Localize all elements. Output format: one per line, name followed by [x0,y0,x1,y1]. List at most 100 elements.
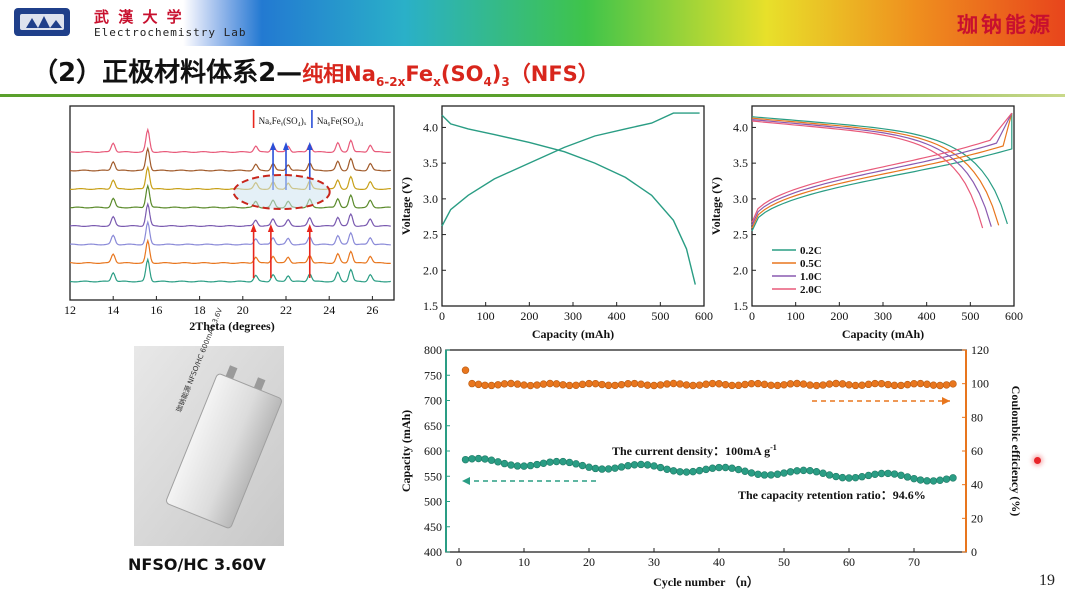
university-logo-icon [14,8,70,36]
cyc-capacity-point [637,460,645,469]
lab-name: Electrochemistry Lab [94,26,247,39]
cyc-efficiency-point [676,380,684,388]
cd1-x-tick-label: 300 [564,309,582,323]
cyc-efficiency-point [533,381,541,389]
cyc-right-tick-label: 120 [971,343,989,357]
cyc-capacity-point [864,471,873,480]
slide-title: （2）正极材料体系2—纯相Na6-2xFex(SO4)3（NFS） [32,52,599,89]
cyc-left-tick-label: 700 [424,394,442,408]
cd2-y-tick-label: 2.5 [733,228,748,242]
cyc-efficiency-point [916,379,925,388]
cd2-discharge-curve [751,116,1008,225]
xrd-legend-red-label: NaₓFeᵧ(SO₄)ₓ [259,116,307,127]
cd2-discharge-curve [751,119,992,227]
cyc-efficiency-point [702,380,710,388]
cyc-x-tick-label: 20 [583,555,595,569]
cyc-capacity-point [507,461,515,469]
cyc-right-tick-label: 40 [971,478,983,492]
cycling-chart: 0 10 20 30 40 50 60 704004505005506006507007508… [399,343,1021,589]
cd2-charge-curve [751,112,1013,223]
xrd-red-arrowhead [306,224,313,232]
cyc-efficiency-point [546,379,554,388]
rate-profile-chart: 0 100 200 300 400 500 600 1.5 2.0 2.5 3.0 3.5 4.0 Cap… [709,105,1023,341]
cyc-capacity-point [949,474,957,482]
cd1-x-tick-label: 400 [608,309,626,323]
cyc-capacity-point [747,469,756,477]
cyc-efficiency-point [760,380,769,389]
cyc-efficiency-point [890,381,899,390]
cyc-capacity-point [474,454,483,463]
cyc-efficiency-point [949,380,957,388]
cyc-efficiency-point [897,381,905,390]
xrd-x-tick-label: 16 [150,303,162,317]
xrd-trace [69,238,391,264]
cyc-capacity-point [923,477,931,485]
cyc-capacity-point [552,457,561,466]
cyc-efficiency-point [903,380,912,389]
cyc-efficiency-point [767,381,775,389]
cd2-y-tick-label: 3.0 [733,192,748,206]
cyc-capacity-point [799,466,808,475]
cyc-efficiency-point [825,380,834,388]
cyc-efficiency-point [812,381,821,390]
cyc-capacity-point [591,464,600,473]
cyc-efficiency-point [578,380,587,389]
xrd-trace [70,165,391,191]
cyc-capacity-point [682,468,691,476]
cyc-efficiency-point [474,380,483,389]
brand-name: 珈钠能源 [957,12,1053,37]
cyc-efficiency-point [604,381,613,390]
cyc-capacity-point [559,457,567,466]
xrd-trace [69,146,391,172]
cyc-efficiency-point [851,381,860,390]
cyc-capacity-point [533,460,541,469]
cd1-x-axis-label: Capacity (mAh) [532,327,614,341]
cyc-capacity-point [546,458,554,466]
cyc-left-tick-label: 750 [424,368,442,382]
cyc-capacity-point [617,463,626,471]
xrd-plot-frame [69,105,395,301]
cyc-left-tick-label: 450 [424,520,442,534]
cyc-efficiency-point [513,380,522,388]
cyc-efficiency-point [936,381,944,390]
cd2-y-tick-label: 1.5 [733,299,748,313]
cyc-efficiency-point [591,379,600,388]
cyc-efficiency-point [520,381,528,389]
cyc-capacity-point [513,462,522,470]
xrd-blue-arrowhead [306,142,313,150]
cd2-x-tick-label: 0 [749,309,755,323]
cyc-efficiency-point [871,379,879,388]
cyc-capacity-point [500,459,509,468]
cyc-left-axis-label: Capacity (mAh) [399,410,413,492]
cyc-efficiency-point [793,379,801,388]
cd2-legend-label: 1.0C [800,271,822,283]
cd1-charge-curve [441,112,700,227]
cyc-capacity-point [890,470,899,478]
cyc-efficiency-point [884,380,892,389]
xrd-blue-arrowhead [283,142,289,150]
cyc-capacity-point [806,466,814,475]
cyc-efficiency-point [637,380,645,388]
xrd-trace [69,201,391,228]
cd1-y-axis-label: Voltage (V) [399,177,413,235]
cyc-capacity-point [572,460,580,468]
page-number: 19 [1039,572,1055,589]
xrd-x-axis-label: 2Theta (degrees) [189,319,274,333]
charge-discharge-chart: 0 100 200 300 400 500 600 1.5 2.0 2.5 3.0 3.5 4.0 Cap… [399,105,713,341]
cyc-efficiency-point [754,379,762,388]
cyc-capacity-point [825,471,834,479]
cyc-capacity-point [851,473,860,482]
cyc-efficiency-point [786,380,795,388]
cyc-efficiency-point [481,381,489,389]
cyc-capacity-point [897,471,905,479]
cd1-y-tick-label: 2.5 [423,228,438,242]
cyc-efficiency-point [656,381,665,389]
cd2-y-tick-label: 3.5 [733,156,748,170]
cyc-capacity-point [689,467,697,476]
cyc-efficiency-point [734,381,743,390]
cyc-x-tick-label: 10 [518,555,530,569]
cd2-discharge-curve [751,120,984,229]
cyc-efficiency-point [910,380,918,388]
cyc-density-superscript: -1 [770,443,777,452]
cyc-right-tick-label: 0 [971,545,977,559]
